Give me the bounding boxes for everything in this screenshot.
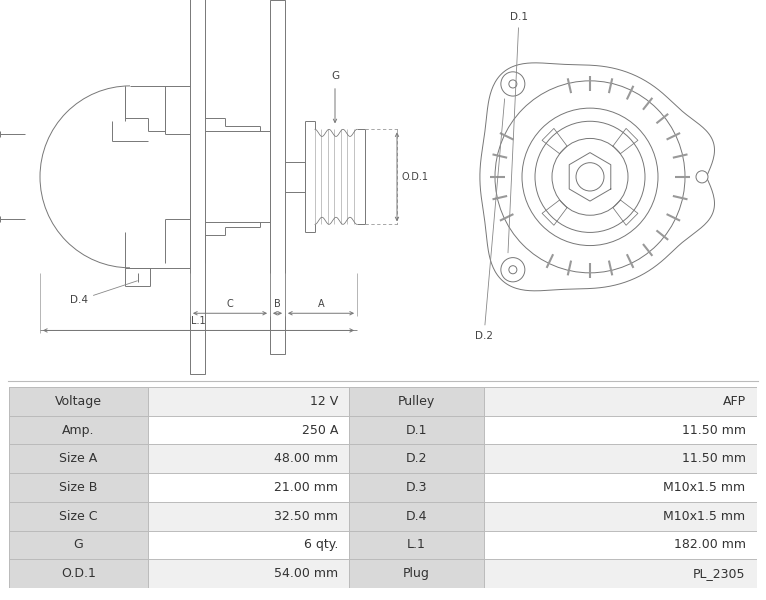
Text: PL_2305: PL_2305 xyxy=(693,567,745,580)
Circle shape xyxy=(495,81,685,273)
Bar xyxy=(484,559,757,588)
Text: L.1: L.1 xyxy=(192,316,206,326)
Bar xyxy=(484,502,757,530)
Circle shape xyxy=(576,163,604,191)
Text: 250 A: 250 A xyxy=(302,424,338,437)
Text: D.2: D.2 xyxy=(406,452,427,465)
Text: 11.50 mm: 11.50 mm xyxy=(682,452,745,465)
Text: D.2: D.2 xyxy=(475,99,505,341)
Bar xyxy=(148,445,349,473)
Bar xyxy=(9,445,148,473)
Bar xyxy=(349,416,484,445)
Bar xyxy=(484,530,757,559)
Text: D.4: D.4 xyxy=(406,510,427,523)
Bar xyxy=(148,473,349,502)
Text: D.1: D.1 xyxy=(508,12,528,253)
Bar xyxy=(349,502,484,530)
Bar xyxy=(349,387,484,416)
Circle shape xyxy=(552,139,628,215)
Bar xyxy=(9,416,148,445)
Text: Size C: Size C xyxy=(59,510,97,523)
Bar xyxy=(9,559,148,588)
Text: M10x1.5 mm: M10x1.5 mm xyxy=(663,510,745,523)
Text: Pulley: Pulley xyxy=(398,395,435,408)
Text: C: C xyxy=(227,299,234,309)
Text: Size A: Size A xyxy=(59,452,97,465)
Text: AFP: AFP xyxy=(722,395,745,408)
Text: O.D.1: O.D.1 xyxy=(402,172,429,182)
Text: 21.00 mm: 21.00 mm xyxy=(274,481,338,494)
Circle shape xyxy=(535,121,645,232)
Circle shape xyxy=(501,257,525,282)
Text: 54.00 mm: 54.00 mm xyxy=(274,567,338,580)
Bar xyxy=(484,416,757,445)
Bar xyxy=(148,502,349,530)
Text: Size B: Size B xyxy=(59,481,97,494)
Circle shape xyxy=(522,108,658,245)
Bar xyxy=(349,473,484,502)
Circle shape xyxy=(696,171,708,183)
Text: M10x1.5 mm: M10x1.5 mm xyxy=(663,481,745,494)
Text: A: A xyxy=(318,299,324,309)
Text: 11.50 mm: 11.50 mm xyxy=(682,424,745,437)
Bar xyxy=(349,559,484,588)
Text: G: G xyxy=(331,71,339,81)
Bar xyxy=(190,0,205,374)
Bar xyxy=(148,559,349,588)
Text: D.3: D.3 xyxy=(0,599,1,600)
Bar xyxy=(9,530,148,559)
Bar xyxy=(148,416,349,445)
Bar xyxy=(349,445,484,473)
Bar xyxy=(9,502,148,530)
Text: 32.50 mm: 32.50 mm xyxy=(274,510,338,523)
Text: Amp.: Amp. xyxy=(62,424,94,437)
Bar xyxy=(484,473,757,502)
Bar xyxy=(349,530,484,559)
Text: 182.00 mm: 182.00 mm xyxy=(673,538,745,551)
Bar xyxy=(270,0,285,353)
Bar xyxy=(9,473,148,502)
Text: G: G xyxy=(74,538,83,551)
Bar xyxy=(484,445,757,473)
Text: Plug: Plug xyxy=(403,567,430,580)
Text: O.D.1: O.D.1 xyxy=(61,567,96,580)
Text: 12 V: 12 V xyxy=(310,395,338,408)
Text: 6 qty.: 6 qty. xyxy=(304,538,338,551)
Text: Voltage: Voltage xyxy=(55,395,102,408)
Text: D.1: D.1 xyxy=(406,424,427,437)
Circle shape xyxy=(509,80,517,88)
Circle shape xyxy=(501,72,525,96)
Circle shape xyxy=(509,266,517,274)
Text: D.3: D.3 xyxy=(406,481,427,494)
Bar xyxy=(484,387,757,416)
Text: L.1: L.1 xyxy=(408,538,426,551)
Bar xyxy=(148,387,349,416)
Bar xyxy=(9,387,148,416)
Text: D.4: D.4 xyxy=(70,281,137,305)
Text: B: B xyxy=(274,299,281,309)
Bar xyxy=(148,530,349,559)
Text: 48.00 mm: 48.00 mm xyxy=(274,452,338,465)
